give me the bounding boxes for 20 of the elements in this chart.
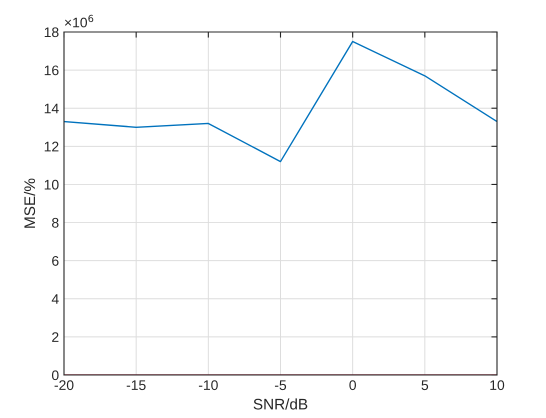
y-axis-title: MSE/%	[24, 178, 36, 228]
x-tick-label: -20	[54, 380, 74, 390]
y-tick-label: 4	[52, 294, 59, 304]
y-tick-label: 6	[52, 256, 59, 266]
x-tick-label: 0	[349, 380, 356, 390]
y-tick-label: 10	[44, 180, 59, 190]
y-tick-label: 2	[52, 332, 58, 342]
x-tick-label: -15	[126, 380, 146, 390]
y-tick-label: 18	[44, 27, 59, 38]
x-tick-label: -10	[198, 380, 218, 390]
text: ×10$^{6}$	[64, 14, 94, 28]
x-tick-label: 5	[422, 380, 428, 390]
y-tick-label: 12	[44, 142, 58, 152]
x-axis-title: SNR/dB	[254, 398, 308, 410]
y-tick-label: 16	[44, 65, 59, 76]
y-tick-label: 0	[52, 370, 59, 380]
x-tick-label: -5	[274, 380, 286, 390]
y-tick-label: 8	[52, 218, 59, 228]
y-tick-label: 14	[44, 104, 59, 114]
x-tick-label: 10	[490, 380, 504, 390]
